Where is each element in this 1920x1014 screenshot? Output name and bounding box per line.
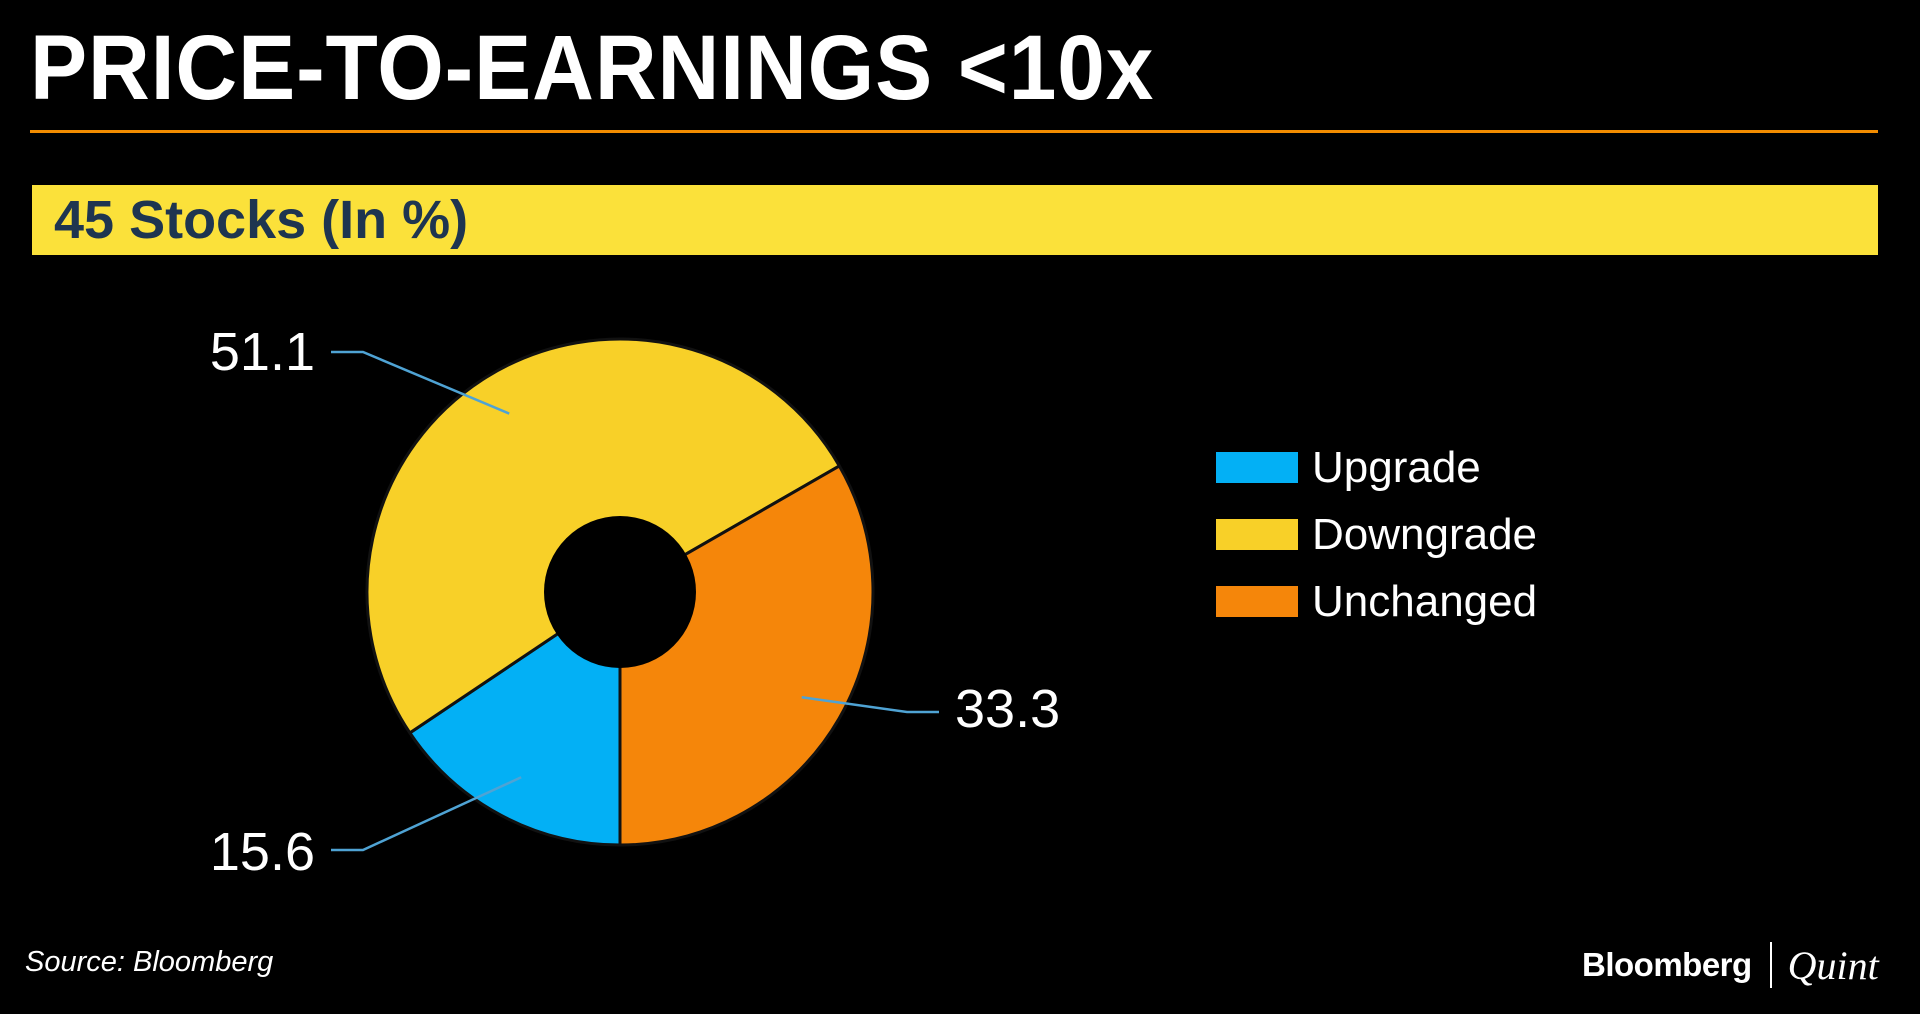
source-note: Source: Bloomberg (25, 946, 274, 978)
legend-label-downgrade: Downgrade (1312, 510, 1537, 559)
brand-logo-quint: Quint (1787, 942, 1879, 988)
chart-legend: Upgrade Downgrade Unchanged (1216, 443, 1537, 626)
legend-swatch-upgrade (1216, 452, 1298, 483)
brand-divider (1769, 942, 1772, 988)
legend-label-upgrade: Upgrade (1312, 443, 1481, 492)
leader-line-downgrade (331, 350, 510, 415)
brand-logo: Bloomberg Quint (1582, 940, 1879, 990)
legend-swatch-downgrade (1216, 519, 1298, 550)
slice-leader-lines (331, 350, 939, 852)
slice-value-label-downgrade: 51.1 (210, 322, 315, 382)
leader-line-upgrade (331, 776, 522, 852)
page-title: PRICE-TO-EARNINGS <10x (30, 17, 1155, 119)
slice-upgrade (407, 589, 622, 847)
title-divider (30, 130, 1878, 133)
subtitle-band: 45 Stocks (In %) (32, 185, 1878, 255)
chart-subtitle: 45 Stocks (In %) (54, 190, 469, 250)
legend-label-unchanged: Unchanged (1312, 577, 1537, 626)
legend-swatch-unchanged (1216, 586, 1298, 617)
leader-line-unchanged (801, 695, 939, 714)
slice-value-label-upgrade: 15.6 (210, 822, 315, 882)
donut-hole (544, 516, 696, 668)
slice-value-labels: 15.6 51.1 33.3 (210, 322, 1060, 882)
brand-logo-bloomberg: Bloomberg (1582, 946, 1752, 983)
slice-value-label-unchanged: 33.3 (955, 679, 1060, 739)
